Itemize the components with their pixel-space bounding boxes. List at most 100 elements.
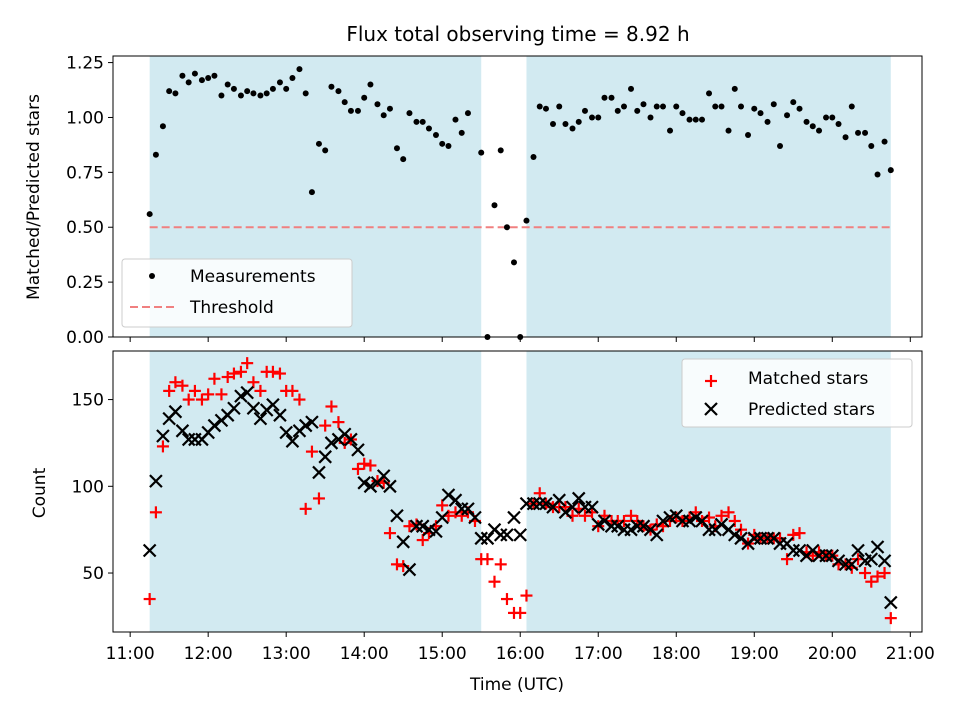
- measurement-point: [562, 121, 569, 128]
- predicted-star-point: [532, 496, 547, 511]
- predicted-star-point: [526, 496, 541, 511]
- matched-star-point: [436, 499, 449, 512]
- matched-star-point: [234, 365, 247, 378]
- predicted-star-point-b: [156, 429, 170, 443]
- predicted-star-point: [266, 397, 280, 412]
- matched-star-point: [215, 388, 228, 401]
- ratio-panel-frame: [112, 55, 923, 338]
- matched-star-point: [625, 509, 638, 522]
- measurement-point: [172, 90, 179, 97]
- measurement-point: [283, 85, 290, 92]
- measurement-point: [491, 202, 498, 209]
- matched-star-point: [871, 570, 884, 583]
- predicted-star-point: [246, 401, 261, 416]
- measurement-point: [634, 107, 641, 114]
- measurement-point: [874, 171, 881, 178]
- predicted-star-point-b: [357, 476, 371, 490]
- predicted-star-point: [383, 479, 397, 494]
- predicted-star-point-b: [273, 408, 287, 422]
- predicted-star-point-b: [500, 528, 514, 542]
- measurement-point: [393, 145, 400, 152]
- matched-star-point: [266, 365, 279, 378]
- predicted-star-point-b: [688, 510, 703, 525]
- legend-measurements-marker: [149, 273, 155, 279]
- predicted-star-point: [448, 493, 463, 507]
- predicted-star-point-b: [461, 502, 475, 516]
- observing-window-shade: [149, 351, 482, 632]
- predicted-star-point-b: [142, 543, 157, 558]
- measurement-point: [549, 121, 556, 128]
- predicted-star-point: [468, 510, 482, 525]
- predicted-star-point-b: [695, 514, 709, 528]
- matched-star-point: [390, 558, 403, 571]
- measurement-point: [887, 167, 894, 174]
- measurement-point: [179, 72, 186, 79]
- matched-star-point: [494, 558, 507, 571]
- measurement-point: [784, 112, 791, 119]
- measurement-point: [374, 101, 381, 108]
- predicted-star-point: [591, 517, 606, 532]
- matched-star-point: [273, 367, 286, 380]
- measurement-point: [211, 72, 218, 79]
- measurement-point: [692, 116, 699, 123]
- predicted-star-point-b: [396, 535, 410, 549]
- predicted-star-point-b: [597, 514, 612, 528]
- predicted-star-point: [285, 434, 300, 448]
- measurement-point: [464, 110, 471, 117]
- y-tick-label: 0.25: [66, 273, 104, 293]
- matched-star-point: [533, 487, 546, 500]
- predicted-star-point-b: [760, 531, 775, 546]
- measurement-point: [439, 140, 446, 147]
- measurement-point: [679, 110, 686, 117]
- predicted-star-point: [604, 519, 619, 533]
- measurement-point: [224, 81, 231, 88]
- measurement-point: [699, 116, 706, 123]
- measurement-point: [809, 123, 816, 130]
- predicted-star-point-b: [279, 425, 293, 440]
- y-tick-label: 0.50: [66, 218, 104, 238]
- measurement-point: [725, 127, 732, 134]
- measurement-point: [881, 138, 888, 145]
- predicted-star-point: [513, 528, 528, 542]
- predicted-star-point-b: [819, 548, 833, 563]
- measurement-point: [269, 85, 276, 92]
- measurement-point: [166, 88, 173, 95]
- x-tick-label: 13:00: [262, 644, 311, 664]
- measurement-point: [432, 132, 439, 139]
- predicted-star-point-b: [649, 528, 664, 542]
- predicted-star-point-b: [630, 519, 645, 533]
- predicted-star-point: [461, 502, 475, 516]
- measurement-point: [400, 156, 407, 163]
- predicted-star-point-b: [149, 474, 163, 488]
- predicted-star-point: [305, 415, 319, 429]
- measurement-point: [367, 81, 374, 88]
- matched-star-point: [865, 575, 878, 588]
- x-tick-label: 17:00: [574, 644, 623, 664]
- measurement-point: [146, 211, 153, 218]
- predicted-star-point: [493, 528, 508, 542]
- predicted-star-point: [838, 557, 853, 572]
- measurement-point: [159, 123, 166, 130]
- predicted-star-point-b: [747, 531, 762, 546]
- predicted-star-point-b: [240, 385, 254, 400]
- measurement-point: [706, 90, 713, 97]
- predicted-star-point-b: [253, 411, 268, 426]
- matched-star-point: [195, 393, 208, 406]
- matched-star-point: [241, 357, 254, 370]
- y-tick-label: 100: [72, 477, 104, 497]
- predicted-star-point-b: [207, 418, 222, 433]
- matched-star-point: [878, 567, 891, 580]
- x-tick-label: 11:00: [106, 644, 155, 664]
- matched-star-point: [247, 376, 260, 389]
- predicted-star-point-b: [864, 552, 879, 566]
- measurement-point: [764, 118, 771, 125]
- predicted-star-point-b: [734, 531, 748, 546]
- predicted-star-point-b: [324, 436, 339, 450]
- predicted-star-point-b: [792, 543, 807, 558]
- measurement-point: [842, 134, 849, 141]
- matched-star-point: [481, 553, 494, 566]
- x-tick-label: 18:00: [652, 644, 701, 664]
- measurement-point: [673, 103, 680, 110]
- measurement-point: [790, 99, 797, 106]
